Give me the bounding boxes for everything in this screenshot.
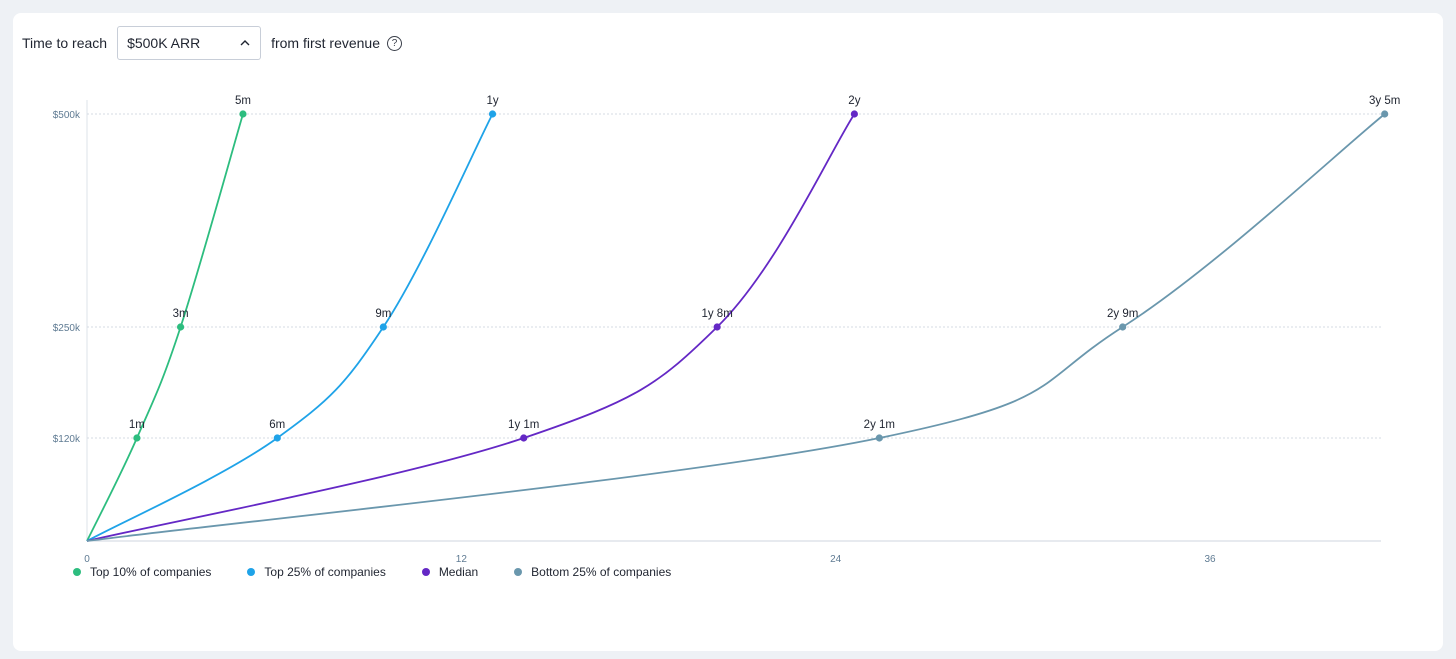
legend-label: Median — [438, 565, 479, 579]
data-point — [875, 434, 883, 442]
data-point — [520, 434, 528, 442]
y-tick-label: $500k — [53, 110, 81, 121]
chart-legend: Top 10% of companies Top 25% of companies… — [73, 565, 707, 579]
series-line-1 — [86, 113, 244, 542]
data-label: 5m — [235, 95, 251, 107]
data-point — [1119, 323, 1127, 331]
data-label: 2y 9m — [1107, 308, 1138, 320]
data-label: 1y 1m — [508, 419, 539, 431]
arr-target-dropdown[interactable]: $500K ARR — [117, 26, 262, 60]
legend-label: Top 10% of companies — [90, 565, 212, 579]
series-line-4 — [86, 113, 1386, 542]
data-label: 6m — [269, 419, 285, 431]
help-icon[interactable]: ? — [387, 35, 403, 51]
legend-item[interactable]: Top 25% of companies — [247, 565, 386, 579]
legend-dot-icon — [247, 568, 256, 576]
legend-dot-icon — [421, 568, 430, 576]
arr-target-value: $500K ARR — [127, 35, 201, 51]
data-point — [850, 110, 858, 118]
data-label: 1m — [129, 419, 145, 431]
data-label: 2y 1m — [864, 419, 895, 431]
data-label: 9m — [375, 308, 391, 320]
data-point — [1381, 110, 1389, 118]
legend-label: Top 25% of companies — [264, 565, 386, 579]
y-tick-label: $250k — [53, 323, 81, 334]
chart-card — [13, 13, 1443, 651]
legend-dot-icon — [73, 568, 81, 576]
x-tick-label: 36 — [1204, 554, 1216, 565]
x-tick-label: 12 — [456, 554, 468, 565]
data-point — [713, 323, 721, 331]
data-point — [379, 323, 387, 331]
data-point — [488, 110, 497, 118]
controls-row: Time to reach $500K ARR from first reven… — [22, 25, 403, 61]
data-label: 3m — [173, 308, 189, 320]
time-to-reach-label: Time to reach — [22, 35, 108, 51]
legend-item[interactable]: Top 10% of companies — [73, 565, 211, 579]
data-point — [133, 434, 141, 442]
legend-dot-icon — [514, 568, 523, 576]
data-label: 1y 8m — [701, 308, 732, 320]
data-point — [176, 323, 185, 331]
legend-item[interactable]: Bottom 25% of companies — [514, 565, 671, 579]
series-line-2 — [86, 113, 494, 542]
data-point — [273, 434, 281, 442]
data-label: 3y 5m — [1369, 95, 1400, 107]
legend-label: Bottom 25% of companies — [531, 565, 672, 579]
data-label: 2y — [848, 95, 860, 107]
chevron-up-icon — [240, 38, 250, 48]
series-line-3 — [86, 113, 856, 542]
legend-item[interactable]: Median — [421, 565, 479, 579]
x-tick-label: 0 — [84, 554, 90, 565]
data-point — [239, 110, 247, 118]
from-first-revenue-label: from first revenue — [271, 35, 381, 51]
y-tick-label: $120k — [53, 434, 81, 445]
x-tick-label: 24 — [830, 554, 842, 565]
data-label: 1y — [486, 95, 498, 107]
